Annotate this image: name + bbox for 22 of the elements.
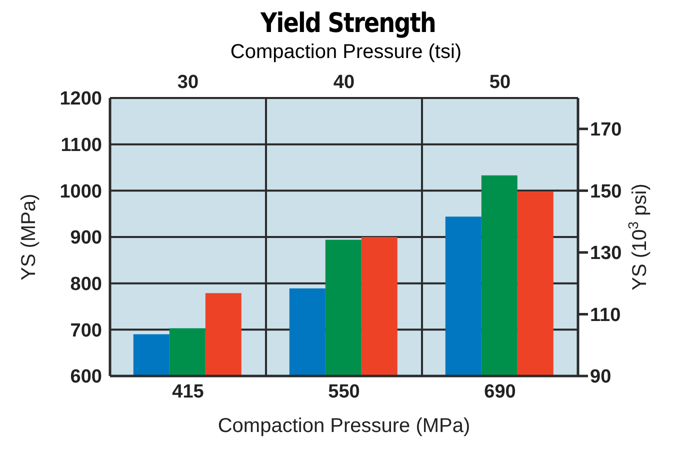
y2-tick-label: 150 xyxy=(590,181,622,202)
y2-tick-label: 130 xyxy=(590,243,622,264)
y-tick-label: 800 xyxy=(70,274,102,296)
y2-tick-label: 110 xyxy=(590,304,621,326)
y-axis-title: YS (MPa) xyxy=(18,194,40,280)
x2-tick-label: 30 xyxy=(176,72,200,94)
x2-tick-label: 40 xyxy=(332,72,356,94)
x2-axis-title: Compaction Pressure (tsi) xyxy=(229,40,463,64)
y2-tick-label: 170 xyxy=(590,120,622,141)
x-axis-title: Compaction Pressure (MPa) xyxy=(218,415,470,437)
x-tick-label: 550 xyxy=(328,381,360,402)
y-tick-label: 900 xyxy=(70,228,102,249)
y2-tick-label: 90 xyxy=(590,366,612,388)
y-tick-label: 1100 xyxy=(60,135,102,156)
x-tick-label: 690 xyxy=(484,381,516,402)
x2-tick-label: 50 xyxy=(488,72,512,94)
y-tick-label: 1200 xyxy=(60,88,102,110)
y-tick-label: 600 xyxy=(70,366,102,388)
x-tick-label: 415 xyxy=(172,381,204,402)
chart-title: Yield Strength xyxy=(260,8,436,40)
y-tick-label: 1000 xyxy=(60,181,102,202)
y-tick-label: 700 xyxy=(70,320,102,342)
